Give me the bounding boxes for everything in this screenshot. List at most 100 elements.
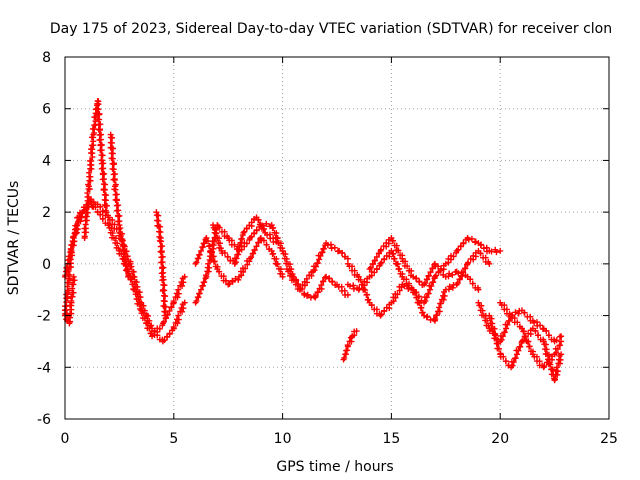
data-marker [318,282,325,289]
data-point [377,312,384,319]
data-marker [381,256,388,263]
data-marker [124,262,131,269]
data-point [275,240,282,247]
data-marker [222,277,229,284]
data-marker [317,252,324,259]
data-marker [251,230,258,237]
x-tick-label: 0 [61,431,70,447]
data-marker [357,276,364,283]
data-marker [170,323,177,330]
data-marker [303,275,310,282]
data-marker [120,242,127,249]
data-marker [110,145,117,152]
data-marker [238,236,245,243]
data-marker [320,246,327,253]
data-point [103,209,110,216]
data-marker [541,363,548,370]
data-marker [116,225,123,232]
data-marker [433,312,440,319]
data-marker [77,218,84,225]
data-marker [549,366,556,373]
data-marker [477,250,484,257]
series-seg-end-c [497,299,565,345]
data-marker [468,235,475,242]
data-marker [226,280,233,287]
data-marker [70,289,77,296]
data-point [475,299,482,306]
data-marker [304,291,311,298]
data-marker [146,325,153,332]
data-marker [198,247,204,254]
x-axis-label: GPS time / hours [276,459,393,475]
data-marker [232,275,239,282]
data-marker [99,215,106,222]
data-marker [249,250,256,257]
data-marker [113,207,120,214]
y-tick-label: 6 [42,102,51,118]
data-point [497,247,504,254]
data-marker [543,327,550,334]
data-marker [417,304,424,311]
data-marker [158,249,165,256]
data-marker [362,287,369,294]
data-marker [554,368,561,375]
y-tick-label: 2 [42,205,51,221]
data-marker [103,192,110,199]
data-marker [429,279,436,286]
series-peak-b [107,131,132,280]
data-marker [82,213,89,220]
data-marker [216,240,223,247]
data-marker [343,347,350,354]
data-marker [456,276,463,283]
data-point [344,291,351,298]
data-marker [394,291,401,298]
data-marker [137,301,144,308]
data-marker [99,171,106,178]
data-marker [526,343,533,350]
data-marker [97,142,104,149]
data-marker [155,212,162,219]
data-marker [84,209,91,216]
data-marker [395,247,402,254]
data-marker [520,328,527,335]
data-marker [103,202,110,209]
data-marker [135,296,142,303]
data-marker [88,158,95,165]
data-marker [367,264,374,271]
data-marker [326,275,333,282]
data-marker [204,238,211,245]
data-marker [161,298,168,305]
y-tick-label: -4 [37,360,51,376]
series-seg-end-b [486,312,565,384]
data-point [353,328,360,335]
data-marker [168,304,175,311]
data-marker [455,270,462,277]
series-spike-a [153,209,169,319]
data-marker [432,316,439,323]
data-marker [159,287,166,294]
data-marker [194,294,201,301]
data-marker [416,278,423,285]
data-marker [423,294,430,301]
data-marker [243,240,250,247]
data-marker [248,233,255,240]
data-marker [69,281,76,288]
data-marker [318,249,325,256]
data-marker [243,225,250,232]
data-marker [210,258,217,265]
data-point [279,273,286,280]
data-marker [545,332,552,339]
data-marker [111,176,118,183]
data-marker [535,332,542,339]
data-marker [175,286,182,293]
data-marker [554,346,561,353]
data-marker [495,345,502,352]
data-marker [224,253,231,260]
data-marker [499,333,506,340]
data-marker [115,218,122,225]
data-marker [504,321,511,328]
data-marker [119,246,126,253]
data-marker [542,341,549,348]
data-marker [158,270,165,277]
data-marker [208,248,215,255]
